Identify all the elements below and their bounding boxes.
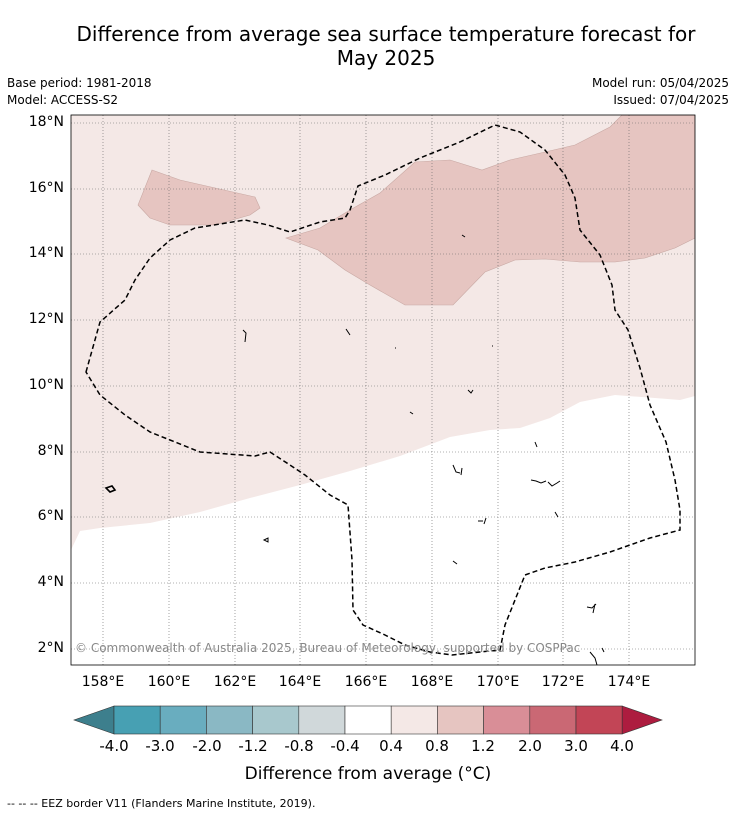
copyright-notice: © Commonwealth of Australia 2025, Bureau…: [75, 641, 581, 655]
colorbar-swatch: [437, 705, 484, 735]
base-period: Base period: 1981-2018: [7, 76, 152, 90]
lat-label: 10°N: [28, 377, 64, 393]
anomaly-zone-0-8: [285, 115, 695, 306]
anomaly-zone-neutral: [71, 395, 695, 665]
colorbar-tick-label: 0.4: [379, 737, 403, 755]
colorbar-swatch: [483, 705, 531, 735]
colorbar-tick-label: -4.0: [99, 737, 129, 755]
title-line-2: May 2025: [336, 46, 436, 70]
colorbar-extend-low: [73, 705, 115, 735]
title-line-1: Difference from average sea surface temp…: [76, 22, 696, 46]
colorbar-swatch: [113, 705, 161, 735]
model-name: Model: ACCESS-S2: [7, 93, 119, 107]
colorbar: [73, 705, 663, 735]
lat-label: 18°N: [28, 114, 64, 130]
colorbar-tick-label: -1.2: [238, 737, 268, 755]
lon-label: 158°E: [81, 674, 125, 690]
anomaly-zone-0-8: [137, 169, 261, 226]
chart-title: Difference from average sea surface temp…: [0, 22, 736, 70]
lat-label: 16°N: [28, 180, 64, 196]
lon-label: 162°E: [213, 674, 257, 690]
lat-label: 6°N: [37, 508, 64, 524]
lon-label: 172°E: [541, 674, 585, 690]
model-run: Model run: 05/04/2025: [591, 76, 729, 90]
meta-left: Base period: 1981-2018 Model: ACCESS-S2: [7, 75, 152, 109]
colorbar-tick-label: 4.0: [610, 737, 634, 755]
colorbar-extend-high: [621, 705, 663, 735]
lat-label: 12°N: [28, 311, 64, 327]
islands: [104, 234, 605, 665]
lon-label: 164°E: [278, 674, 322, 690]
issued-date: Issued: 07/04/2025: [613, 93, 729, 107]
colorbar-tick-label: -3.0: [145, 737, 175, 755]
colorbar-tick-label: 3.0: [564, 737, 588, 755]
colorbar-tick-label: 2.0: [518, 737, 542, 755]
lat-label: 8°N: [37, 443, 64, 459]
lat-label: 14°N: [28, 245, 64, 261]
graticule: [71, 115, 695, 665]
colorbar-swatch: [298, 705, 346, 735]
colorbar-swatch: [344, 705, 392, 735]
eez-border: [85, 124, 681, 656]
colorbar-swatch: [529, 705, 577, 735]
colorbar-swatch: [159, 705, 207, 735]
eez-legend: -- -- -- EEZ border V11 (Flanders Marine…: [7, 797, 316, 810]
lat-label: 4°N: [37, 574, 64, 590]
colorbar-tick-label: -2.0: [192, 737, 222, 755]
map-area: [71, 115, 695, 665]
colorbar-swatch: [252, 705, 300, 735]
meta-right: Model run: 05/04/2025 Issued: 07/04/2025: [592, 75, 729, 109]
lon-label: 168°E: [410, 674, 454, 690]
map-frame: [70, 114, 696, 666]
colorbar-swatch: [206, 705, 253, 735]
colorbar-swatch: [575, 705, 623, 735]
lat-label: 2°N: [37, 640, 64, 656]
colorbar-tick-label: -0.4: [330, 737, 360, 755]
colorbar-tick-label: 1.2: [471, 737, 495, 755]
lon-label: 170°E: [476, 674, 520, 690]
lon-label: 174°E: [607, 674, 651, 690]
colorbar-swatch: [390, 705, 438, 735]
colorbar-title: Difference from average (°C): [244, 764, 492, 784]
lon-label: 166°E: [344, 674, 388, 690]
colorbar-tick-label: 0.8: [425, 737, 449, 755]
lon-label: 160°E: [147, 674, 191, 690]
colorbar-tick-label: -0.8: [284, 737, 314, 755]
